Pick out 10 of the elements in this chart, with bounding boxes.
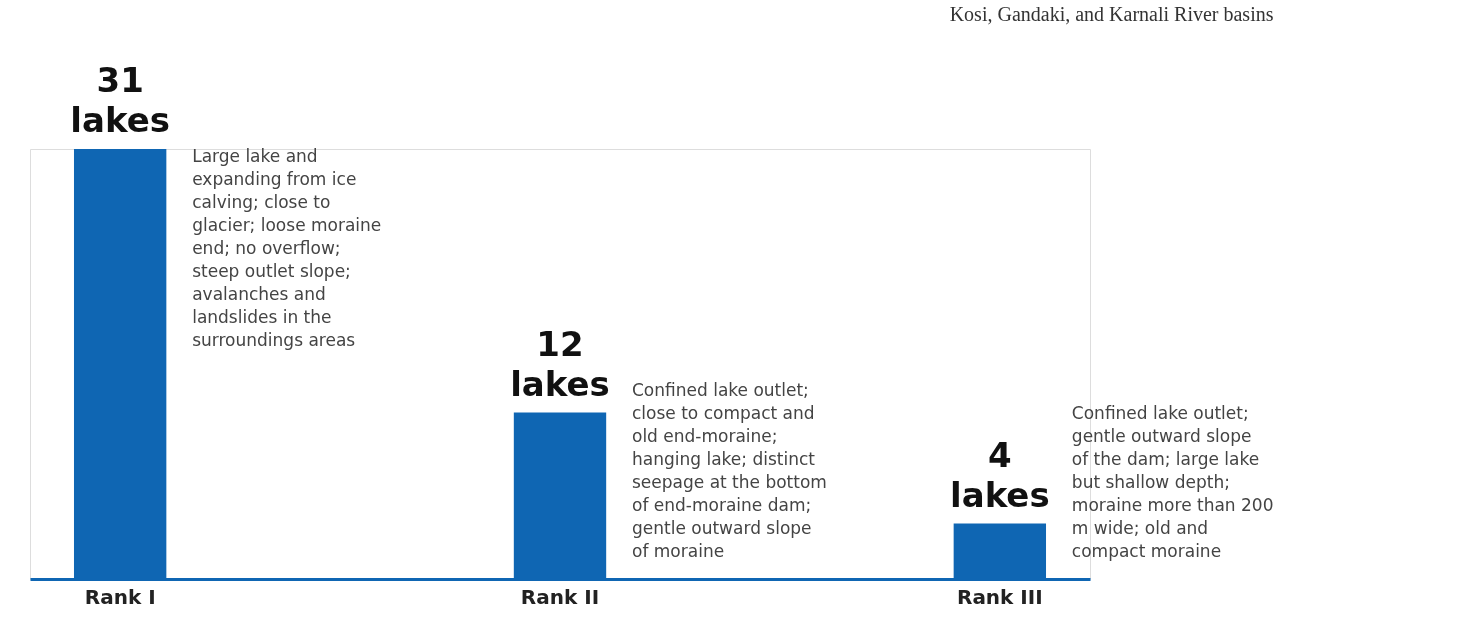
data-label: 31 lakes	[70, 60, 170, 140]
x-tick-label: Rank III	[956, 584, 1043, 609]
data-label: 4 lakes	[950, 434, 1050, 515]
data-label: 12 lakes	[510, 323, 610, 404]
text: Large lake and expanding from ice calving; close to glacier; loose moraine end; no overflow; steep outlet slope; avalanches and landslides in the surroundings areas	[192, 146, 382, 350]
x-tick-label: Rank I	[84, 584, 156, 609]
chart-title: Kosi, Gandaki, and Karnali River basins	[949, 3, 1274, 25]
x-tick-label: Rank II	[520, 584, 600, 609]
annotation: Confined lake outlet; close to compact and old end-moraine; hanging lake; distinct seepage at the bottom of end-moraine dam; gentle outward slope of moraine	[632, 380, 827, 561]
annotation: Confined lake outlet; gentle outward slope of the dam; large lake but shallow depth; moraine more than 200 m wide; old and compact moraine	[1071, 403, 1274, 561]
